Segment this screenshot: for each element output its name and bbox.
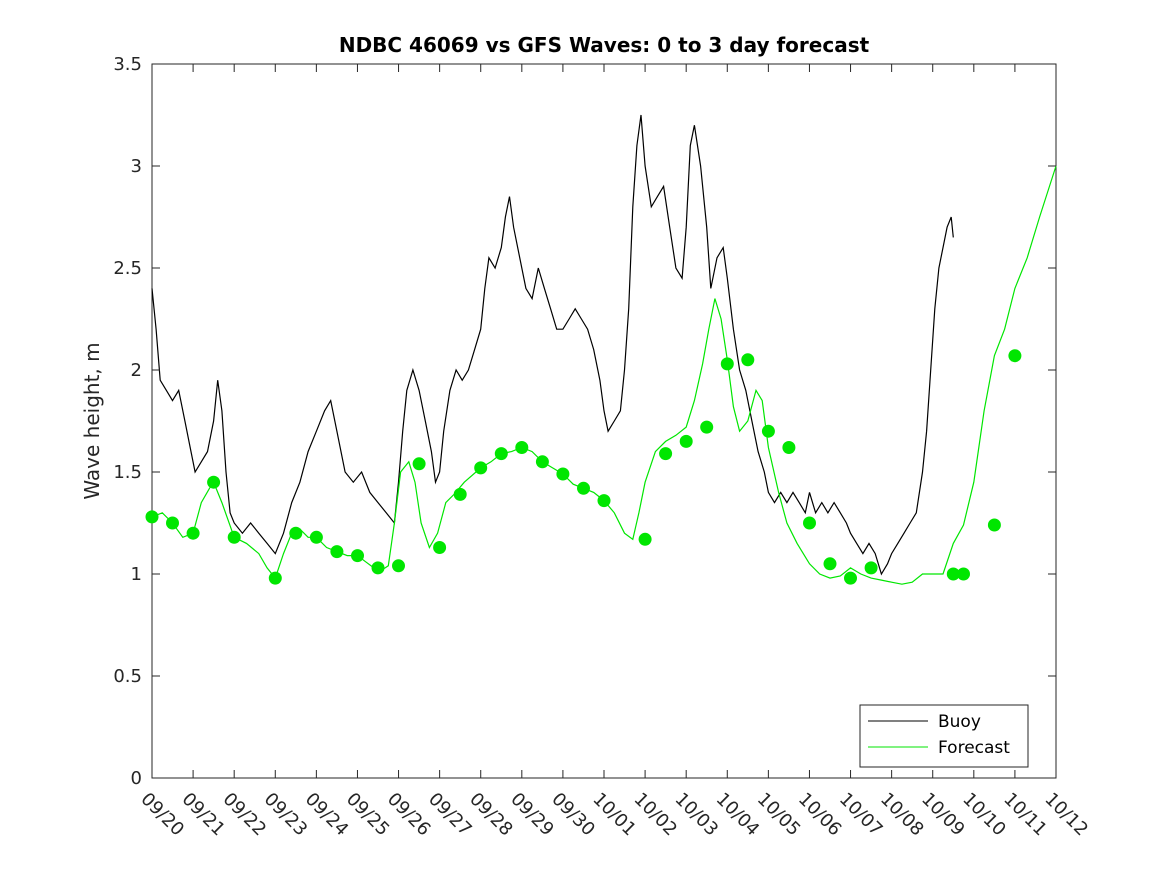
forecast-marker [351, 549, 364, 563]
forecast-marker [679, 434, 693, 448]
forecast-marker [535, 455, 549, 469]
forecast-marker [823, 557, 837, 571]
y-tick-label: 1 [131, 564, 142, 585]
forecast-marker [453, 487, 467, 501]
forecast-marker [720, 357, 734, 371]
forecast-marker [412, 457, 426, 471]
forecast-marker [289, 526, 303, 540]
forecast-marker [309, 530, 323, 544]
forecast-marker [844, 571, 857, 585]
y-tick-label: 0 [131, 768, 142, 789]
forecast-marker [700, 420, 714, 434]
forecast-marker [1008, 349, 1022, 363]
forecast-marker [803, 516, 816, 530]
forecast-marker [946, 567, 960, 581]
y-tick-label: 3.5 [113, 54, 142, 75]
forecast-marker [741, 353, 755, 367]
forecast-marker [659, 447, 673, 461]
y-tick-label: 2.5 [113, 258, 142, 279]
y-tick-label: 2 [131, 360, 142, 381]
forecast-marker [166, 516, 179, 530]
forecast-marker [515, 441, 529, 454]
series-layer [145, 114, 1057, 585]
plot-area: 09/2009/2109/2209/2309/2409/2509/2609/27… [113, 54, 1092, 840]
y-axis: 0 0.5 1 1.5 2 2.5 3 3.5 [113, 54, 1056, 789]
chart-title: NDBC 46069 vs GFS Waves: 0 to 3 day fore… [339, 33, 870, 57]
y-axis-label: Wave height, m [80, 342, 104, 499]
forecast-marker [268, 571, 282, 585]
forecast-marker [186, 526, 200, 540]
forecast-marker [474, 461, 488, 475]
forecast-marker [987, 518, 1001, 532]
forecast-marker [494, 447, 508, 461]
forecast-marker [207, 475, 221, 489]
y-tick-label: 3 [131, 156, 142, 177]
legend: Buoy Forecast [859, 704, 1029, 768]
y-tick-label: 0.5 [113, 666, 142, 687]
forecast-marker [597, 494, 611, 508]
forecast-marker [577, 481, 590, 495]
forecast-marker [638, 532, 652, 546]
series-line-buoy [151, 114, 954, 576]
legend-forecast-label: Forecast [938, 738, 1010, 758]
axes-box [151, 63, 1057, 779]
forecast-marker [227, 530, 241, 544]
forecast-marker [782, 441, 796, 454]
forecast-marker [371, 561, 385, 575]
legend-box [859, 704, 1029, 768]
forecast-marker [392, 559, 405, 573]
y-tick-label: 1.5 [113, 462, 142, 483]
forecast-marker [957, 567, 970, 581]
forecast-marker [433, 541, 447, 554]
forecast-marker [330, 545, 344, 559]
forecast-marker [864, 561, 878, 575]
legend-buoy-label: Buoy [938, 712, 981, 732]
forecast-marker [145, 510, 159, 524]
forecast-marker [556, 467, 570, 481]
forecast-marker [761, 424, 775, 438]
